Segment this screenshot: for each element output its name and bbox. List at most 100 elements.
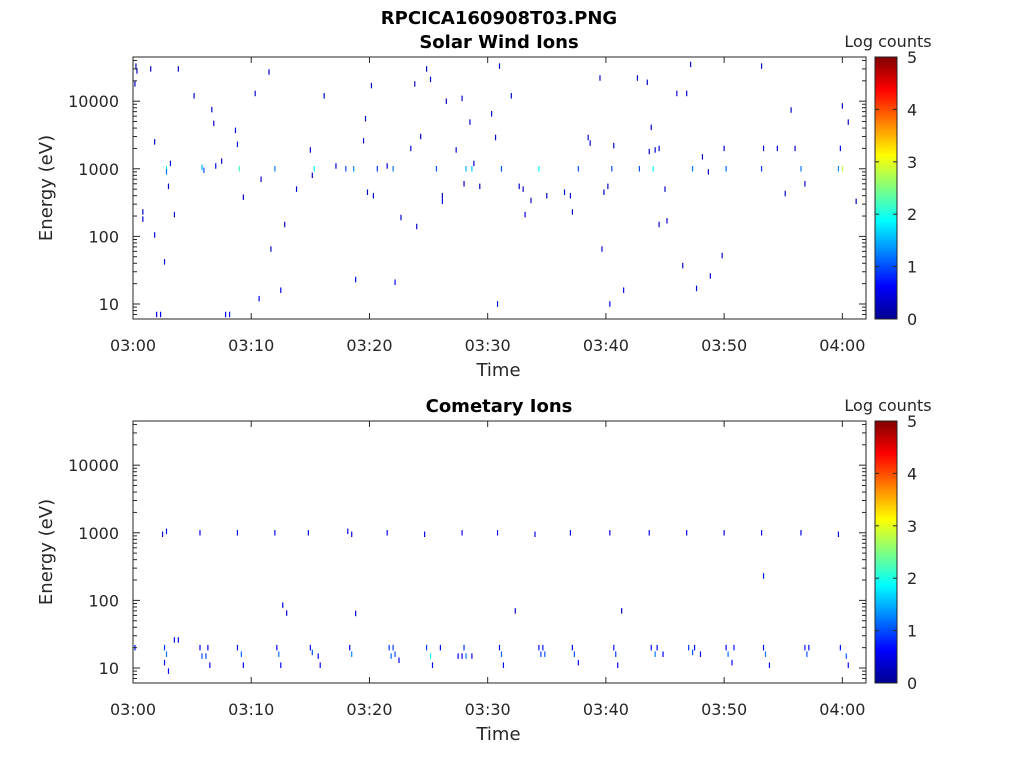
data-cell [254,90,256,97]
data-cell [236,530,239,536]
data-cell [465,653,467,659]
data-cell [461,95,463,102]
y-tick-label: 100 [88,591,119,610]
data-cell [496,301,499,307]
y-tick-label: 10 [99,295,119,314]
data-cell [577,166,579,172]
data-cell [424,531,426,538]
colorbar-frame [874,56,898,320]
x-tick-label: 03:30 [465,700,511,719]
data-cell [392,166,394,172]
colorbar-tick-label: 5 [907,48,917,67]
data-cell [510,93,512,99]
data-cell [435,166,438,172]
data-cell [577,659,579,666]
data-cell [236,141,239,148]
data-cell [426,644,428,651]
data-cell [563,189,566,195]
data-cell [313,166,315,172]
data-cell [491,111,493,117]
x-tick-label: 03:50 [701,336,747,355]
data-cell [355,276,357,283]
colorbar-tick-label: 4 [907,100,917,119]
data-cell [611,166,613,172]
data-cell [615,651,617,657]
data-cell [234,127,237,134]
data-cell [414,81,416,87]
data-cell [479,183,481,190]
data-cell [236,644,239,651]
colorbar-tick-label: 3 [907,517,917,536]
colorbar-tick-label: 2 [907,205,917,224]
data-cell [524,211,526,218]
data-cell [808,644,810,651]
data-cell [461,530,463,536]
data-cell [855,198,857,205]
data-cell [351,651,353,657]
data-cell [258,295,260,302]
colorbar [875,421,897,683]
colorbar-tick-label: 2 [907,569,917,588]
colorbar-label: Log counts [844,396,931,415]
data-cell [699,651,702,657]
data-cell [546,192,548,199]
data-cell [542,644,544,651]
data-cell [228,311,231,318]
y-tick-label: 10 [99,659,119,678]
y-tick-label: 100 [88,227,119,246]
data-cell [500,166,503,172]
data-cell [317,653,319,659]
data-cell [496,530,499,536]
data-cell [695,285,698,292]
x-tick-label: 03:00 [110,700,156,719]
data-cell [284,221,286,228]
colorbar-tick-label: 0 [907,674,917,693]
data-cell [311,172,313,179]
data-cell [656,644,658,651]
data-cell [154,139,156,145]
data-cell [514,608,516,614]
data-cell [240,651,242,657]
data-cell [845,653,847,659]
y-tick-label: 1000 [78,524,119,543]
data-cell [650,644,652,651]
data-cell [201,164,203,171]
data-cell [163,644,166,651]
x-axis-label: Time [475,360,520,381]
data-cell [215,163,217,169]
panel-title-cometary: Cometary Ions [426,396,573,417]
colorbar-tick-label: 4 [907,464,917,483]
data-cell [587,134,589,141]
data-cell [165,169,168,175]
data-cell [274,166,276,172]
data-cell [441,198,443,205]
data-cell [211,106,213,113]
data-cell [654,651,656,657]
y-axis-label: Energy (eV) [36,135,57,241]
data-cell [650,124,652,131]
data-cell [692,166,694,172]
data-cell [441,192,443,199]
data-cell [280,662,282,668]
data-cell [471,653,473,659]
x-tick-label: 03:00 [110,336,156,355]
data-cell [658,221,660,228]
data-cell [599,75,601,81]
colorbar-frame [874,420,898,684]
y-tick-label: 10000 [68,92,119,111]
data-cell [274,530,276,536]
data-cell [790,107,792,113]
data-cell [201,653,203,659]
x-tick-label: 03:40 [583,336,629,355]
x-tick-label: 04:00 [819,336,865,355]
data-cell [394,279,396,285]
data-cell [760,530,763,536]
data-cell [498,644,501,651]
data-cell [607,183,609,190]
data-cell [768,662,771,668]
data-cell [569,530,572,536]
data-cell [544,651,546,657]
colorbar-tick-label: 5 [907,412,917,431]
plot-frame [132,56,867,320]
data-cell [163,259,166,265]
